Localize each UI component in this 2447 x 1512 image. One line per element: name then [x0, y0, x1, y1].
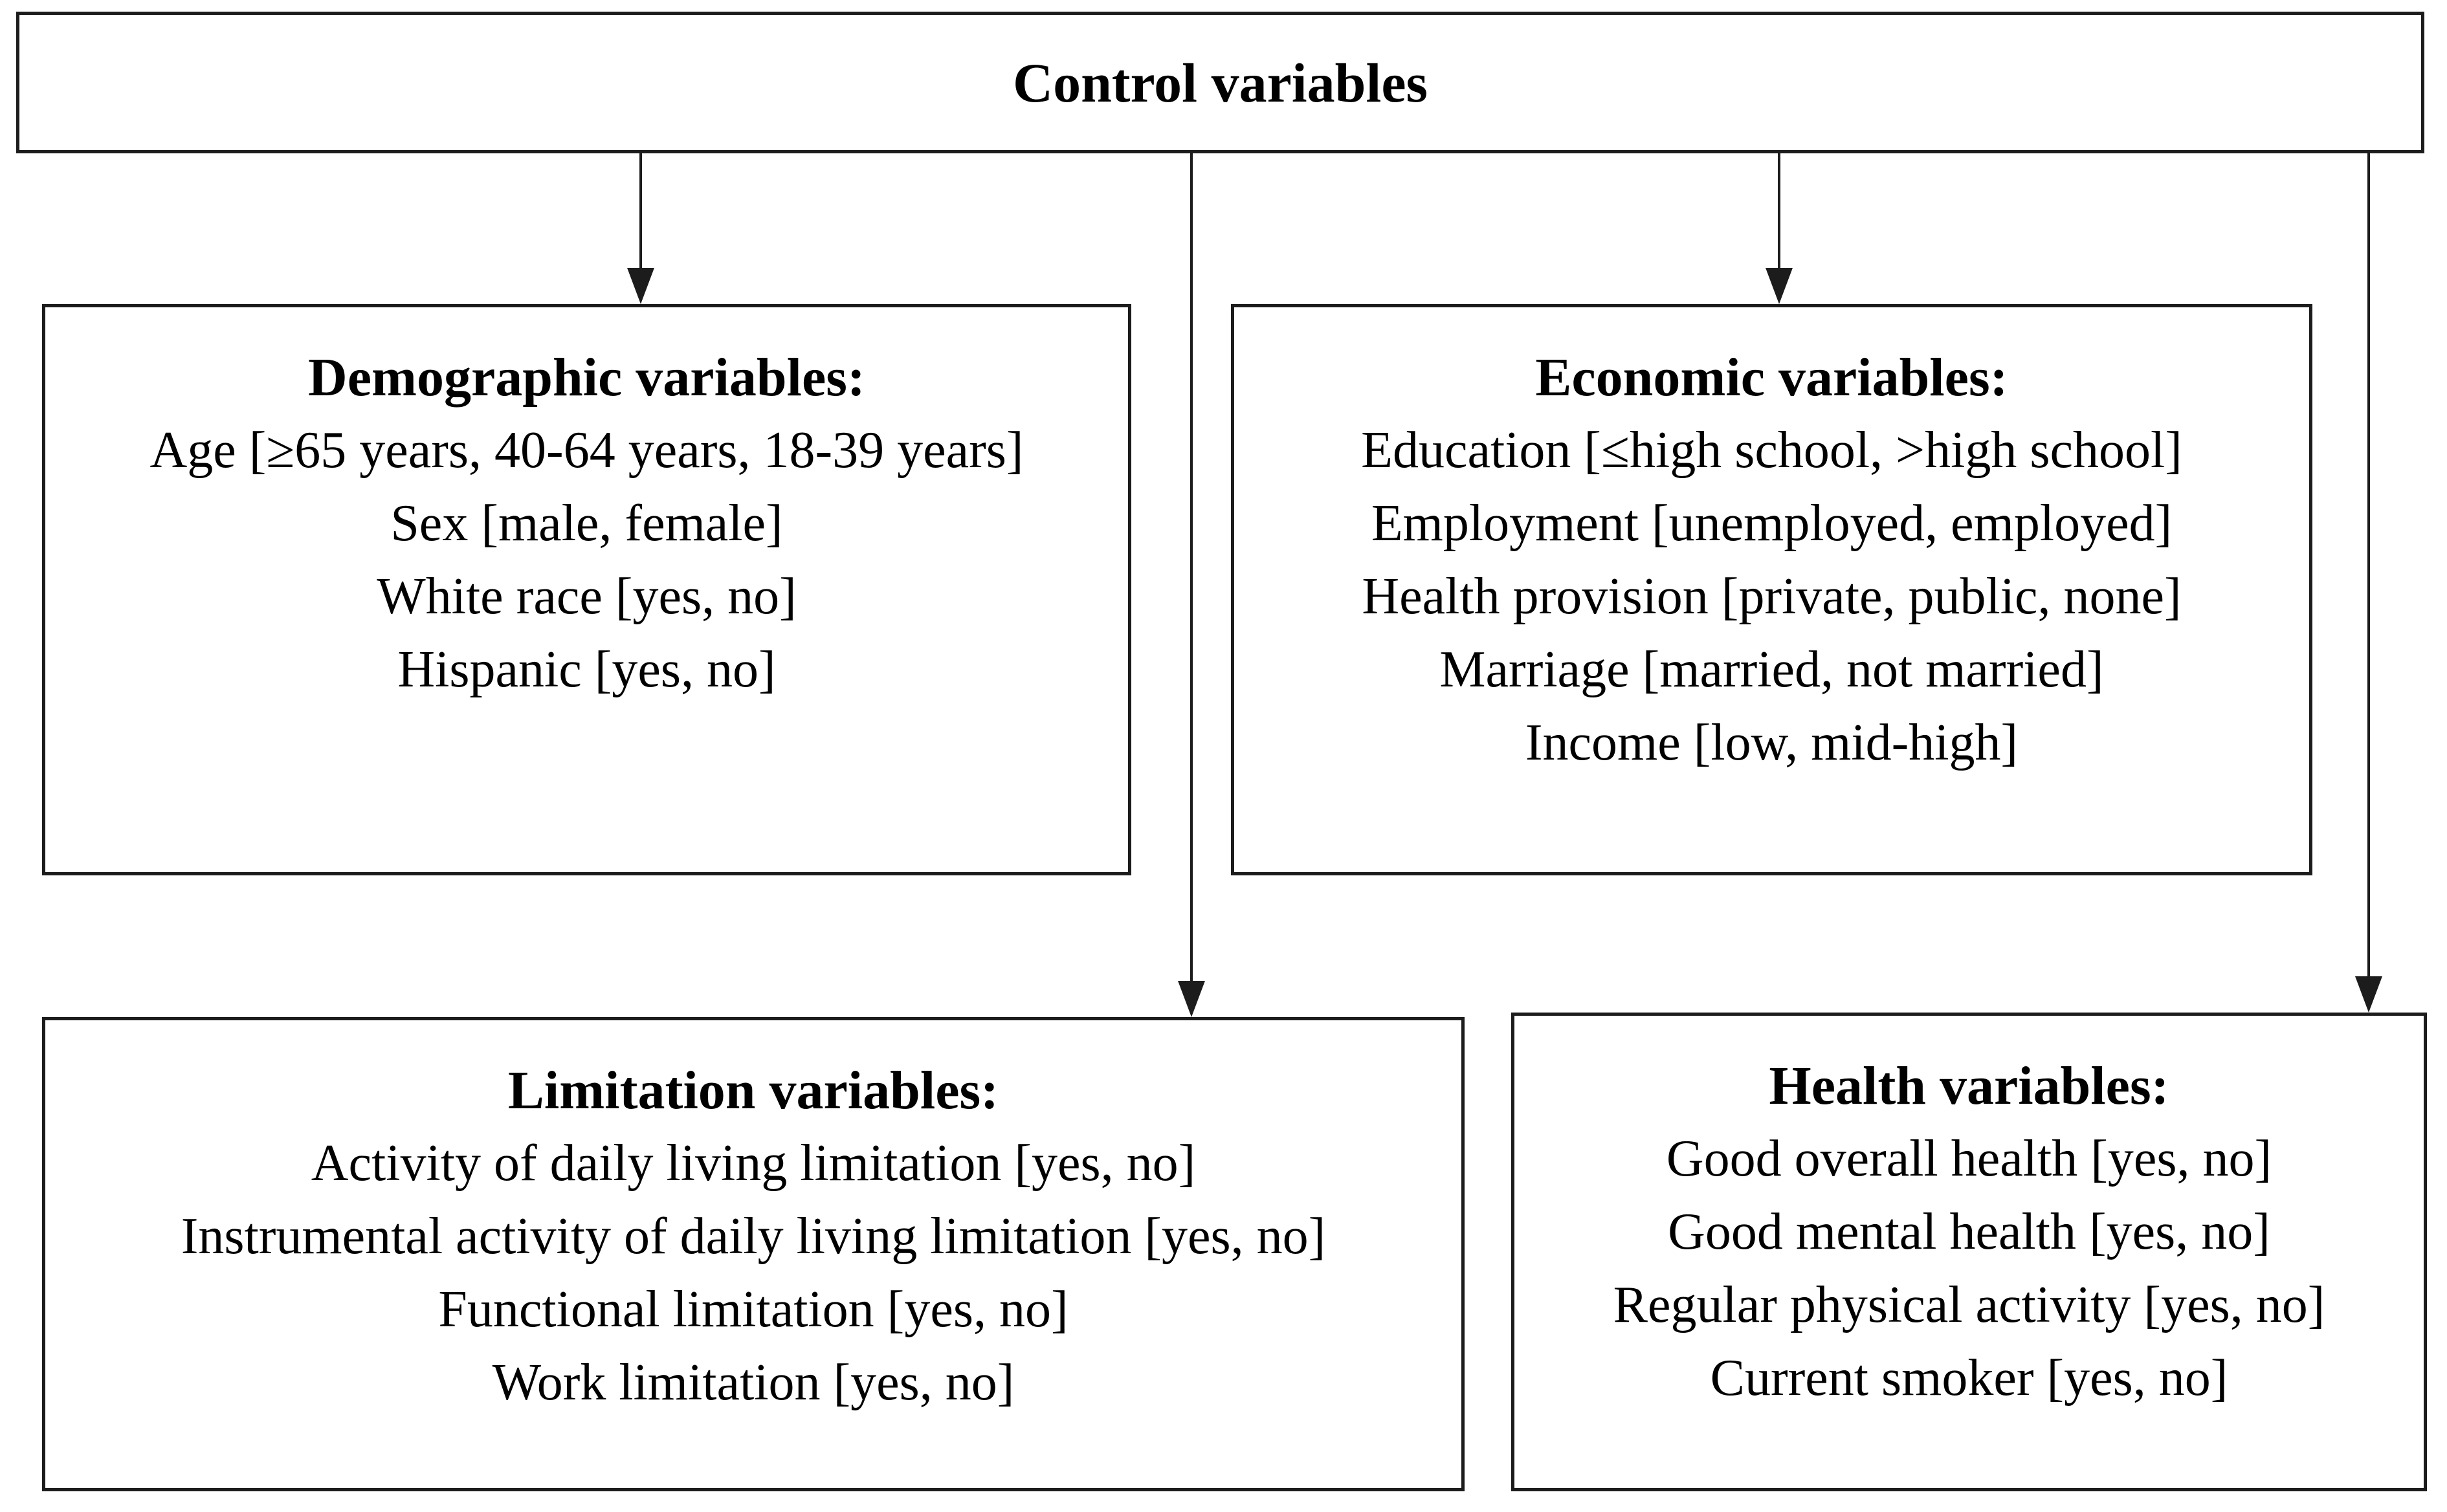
- limitation-item-functional: Functional limitation [yes, no]: [438, 1281, 1068, 1338]
- arrow-to-economic-icon: [1766, 153, 1793, 304]
- health-variables-title: Health variables:: [1769, 1056, 2169, 1116]
- limitation-variables-title: Limitation variables:: [507, 1060, 999, 1121]
- economic-item-employment: Employment [unemployed, employed]: [1371, 495, 2173, 552]
- health-item-mental-health: Good mental health [yes, no]: [1668, 1203, 2270, 1260]
- arrow-to-health-icon: [2355, 153, 2382, 1013]
- arrow-to-demographic-icon: [627, 153, 654, 304]
- economic-variables-box: Economic variables: Education [≤high sch…: [1231, 304, 2312, 875]
- demographic-item-age: Age [≥65 years, 40-64 years, 18-39 years…: [149, 422, 1024, 479]
- control-variables-title: Control variables: [1012, 51, 1428, 114]
- economic-item-marriage: Marriage [married, not married]: [1439, 641, 2104, 698]
- limitation-variables-box: Limitation variables: Activity of daily …: [42, 1017, 1465, 1491]
- health-item-physical-activity: Regular physical activity [yes, no]: [1613, 1276, 2325, 1333]
- arrow-head: [1178, 981, 1205, 1017]
- arrow-head: [1766, 268, 1793, 304]
- demographic-item-sex: Sex [male, female]: [390, 495, 783, 552]
- demographic-variables-title: Demographic variables:: [308, 347, 865, 408]
- arrow-shaft: [1778, 153, 1780, 272]
- arrow-shaft: [639, 153, 642, 272]
- arrow-shaft: [2367, 153, 2370, 980]
- health-item-current-smoker: Current smoker [yes, no]: [1710, 1350, 2228, 1407]
- health-item-overall-health: Good overall health [yes, no]: [1666, 1130, 2272, 1187]
- economic-variables-title: Economic variables:: [1535, 347, 2008, 408]
- limitation-item-work: Work limitation [yes, no]: [492, 1354, 1015, 1411]
- economic-item-income: Income [low, mid-high]: [1525, 714, 2019, 771]
- demographic-item-white-race: White race [yes, no]: [377, 568, 797, 625]
- economic-item-health-provision: Health provision [private, public, none]: [1362, 568, 2182, 625]
- arrow-shaft: [1190, 153, 1193, 985]
- demographic-variables-box: Demographic variables: Age [≥65 years, 4…: [42, 304, 1131, 875]
- health-variables-box: Health variables: Good overall health [y…: [1511, 1013, 2427, 1491]
- arrow-head: [627, 268, 654, 304]
- demographic-item-hispanic: Hispanic [yes, no]: [397, 641, 776, 698]
- economic-item-education: Education [≤high school, >high school]: [1361, 422, 2182, 479]
- limitation-item-iadl: Instrumental activity of daily living li…: [181, 1208, 1326, 1265]
- arrow-head: [2355, 976, 2382, 1013]
- control-variables-box: Control variables: [16, 12, 2424, 153]
- limitation-item-adl: Activity of daily living limitation [yes…: [311, 1135, 1196, 1192]
- arrow-to-limitation-icon: [1178, 153, 1205, 1017]
